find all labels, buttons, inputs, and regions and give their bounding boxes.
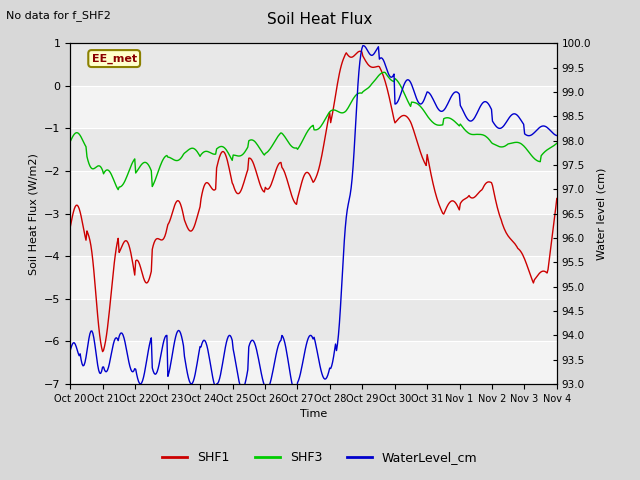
SHF1 bbox=[301, 170, 309, 176]
SHF1 bbox=[67, 224, 74, 229]
Bar bbox=[70, 171, 557, 214]
Legend: SHF1, SHF3, WaterLevel_cm: SHF1, SHF3, WaterLevel_cm bbox=[157, 446, 483, 469]
SHF3 bbox=[67, 138, 74, 144]
WaterLevel_cm bbox=[301, 346, 309, 352]
Y-axis label: Soil Heat Flux (W/m2): Soil Heat Flux (W/m2) bbox=[29, 153, 38, 275]
Bar bbox=[70, 129, 557, 171]
Bar bbox=[70, 341, 557, 384]
SHF3 bbox=[553, 140, 561, 146]
SHF3 bbox=[298, 138, 306, 144]
SHF3 bbox=[331, 107, 339, 113]
SHF3 bbox=[380, 70, 388, 75]
SHF3 bbox=[115, 187, 122, 192]
WaterLevel_cm bbox=[357, 51, 365, 57]
SHF3 bbox=[543, 147, 551, 153]
WaterLevel_cm bbox=[298, 361, 306, 367]
Bar bbox=[70, 256, 557, 299]
Bar bbox=[70, 86, 557, 129]
Bar bbox=[70, 214, 557, 256]
WaterLevel_cm bbox=[553, 132, 561, 138]
SHF1 bbox=[467, 195, 475, 201]
WaterLevel_cm bbox=[467, 118, 475, 124]
SHF1 bbox=[543, 270, 551, 276]
WaterLevel_cm bbox=[543, 124, 551, 130]
Line: WaterLevel_cm: WaterLevel_cm bbox=[70, 46, 557, 394]
Text: EE_met: EE_met bbox=[92, 53, 137, 64]
WaterLevel_cm bbox=[67, 347, 74, 353]
X-axis label: Time: Time bbox=[300, 409, 327, 419]
Y-axis label: Water level (cm): Water level (cm) bbox=[596, 168, 607, 260]
WaterLevel_cm bbox=[331, 348, 339, 353]
Line: SHF1: SHF1 bbox=[70, 51, 557, 352]
SHF1 bbox=[356, 48, 364, 54]
WaterLevel_cm bbox=[359, 43, 367, 48]
Line: SHF3: SHF3 bbox=[70, 72, 557, 190]
SHF1 bbox=[553, 196, 561, 202]
SHF3 bbox=[467, 132, 475, 137]
SHF1 bbox=[331, 98, 339, 104]
Bar bbox=[70, 43, 557, 86]
Text: No data for f_SHF2: No data for f_SHF2 bbox=[6, 10, 111, 21]
Text: Soil Heat Flux: Soil Heat Flux bbox=[268, 12, 372, 27]
SHF1 bbox=[358, 49, 365, 55]
SHF1 bbox=[298, 178, 306, 183]
SHF1 bbox=[99, 349, 106, 355]
WaterLevel_cm bbox=[292, 391, 300, 396]
SHF3 bbox=[357, 90, 365, 96]
SHF3 bbox=[301, 132, 309, 138]
Bar bbox=[70, 299, 557, 341]
